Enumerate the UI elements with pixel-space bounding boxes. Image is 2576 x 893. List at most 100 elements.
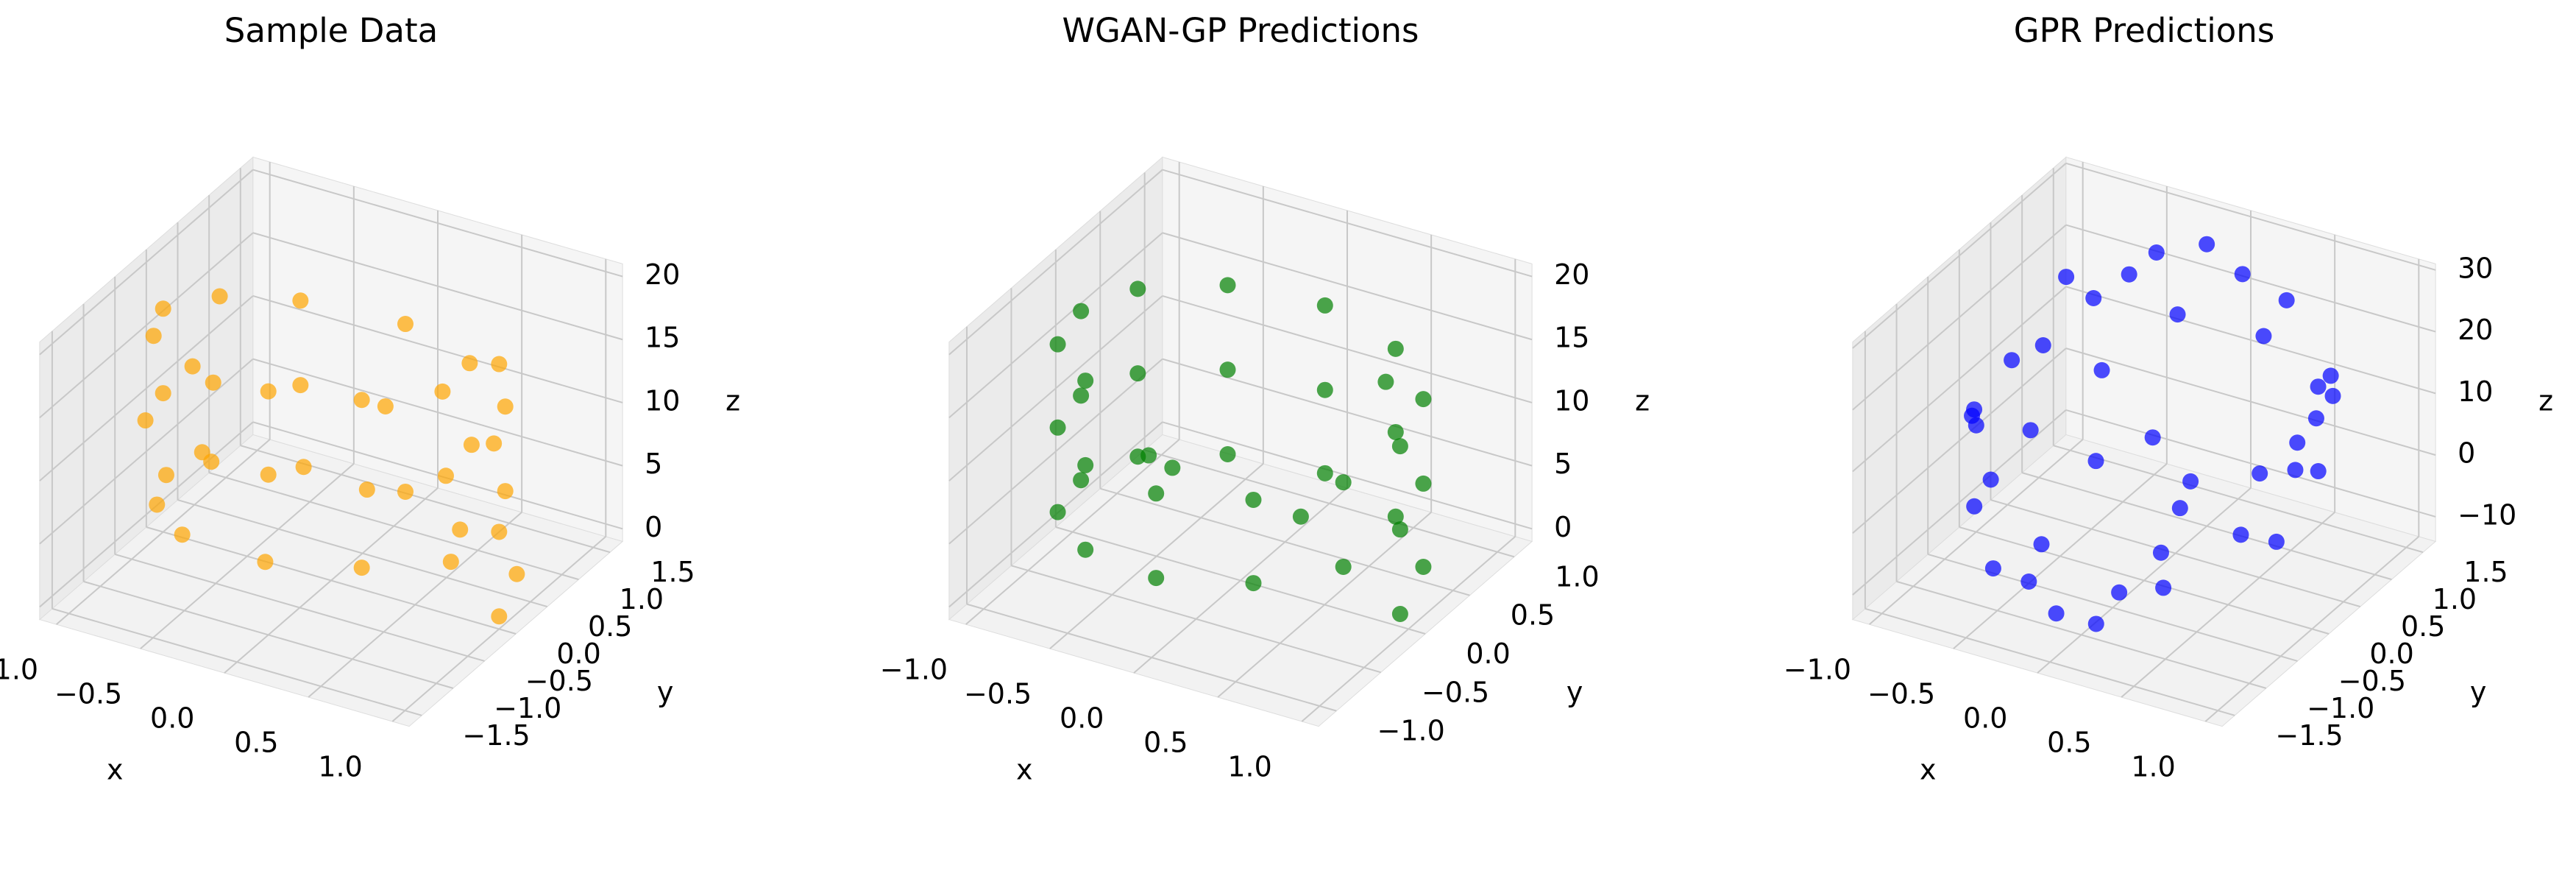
point <box>1391 521 1408 538</box>
point <box>1219 361 1236 378</box>
point <box>137 412 154 429</box>
grid-line <box>948 358 1163 545</box>
tick-label: −1.0 <box>494 692 561 724</box>
point <box>2048 605 2065 622</box>
tick-label: −1.0 <box>0 654 38 686</box>
point <box>442 554 459 571</box>
point <box>1316 381 1333 398</box>
axis-label: y <box>1566 676 1583 708</box>
tick-label: 0.0 <box>150 702 194 735</box>
point <box>2310 378 2327 395</box>
tick-label: 5 <box>1554 448 1572 480</box>
point <box>2234 266 2251 283</box>
grid-line <box>2065 347 2436 456</box>
point <box>1415 391 1432 408</box>
point <box>2111 584 2128 601</box>
point <box>1129 365 1146 382</box>
point <box>1387 340 1404 357</box>
grid-line <box>1055 526 1426 635</box>
point <box>1148 485 1165 502</box>
point <box>184 358 201 375</box>
point <box>155 300 171 317</box>
point <box>397 316 414 333</box>
tick-label: −1.5 <box>2275 719 2343 752</box>
point <box>486 435 503 452</box>
point <box>2310 463 2327 480</box>
tick-label: 0.0 <box>1963 702 2007 735</box>
point <box>1391 605 1408 622</box>
point <box>497 483 514 500</box>
grid-line <box>1990 499 2361 608</box>
point <box>377 398 394 414</box>
point <box>1316 465 1333 481</box>
point <box>205 374 221 391</box>
tick-label: 0.0 <box>1466 638 1510 670</box>
point <box>1073 303 1090 320</box>
point <box>1129 280 1146 297</box>
point <box>1387 508 1404 525</box>
point <box>1245 575 1262 592</box>
point <box>292 377 309 394</box>
chart-title: WGAN-GP Predictions <box>1062 11 1419 50</box>
point <box>1219 277 1236 294</box>
point <box>1335 474 1352 491</box>
point <box>2169 306 2186 323</box>
point <box>1164 459 1181 476</box>
tick-label: −0.5 <box>525 665 593 697</box>
point <box>1140 447 1157 464</box>
tick-label: 0.0 <box>1060 702 1104 735</box>
point <box>174 526 191 543</box>
tick-label: 20 <box>645 258 680 291</box>
point <box>2022 422 2039 439</box>
point <box>194 444 210 461</box>
point <box>2152 544 2169 561</box>
tick-label: −0.5 <box>1422 676 1489 708</box>
axis-label: x <box>1920 754 1937 786</box>
point <box>491 356 508 373</box>
tick-label: −1.0 <box>880 654 948 686</box>
point <box>2232 526 2249 543</box>
tick-label: 0.0 <box>2369 638 2413 670</box>
point <box>157 467 174 484</box>
point <box>2287 462 2304 479</box>
point <box>2324 387 2341 404</box>
point <box>1049 336 1066 353</box>
tick-label: 15 <box>1554 322 1589 354</box>
point <box>358 481 375 498</box>
axis-label: z <box>2538 384 2553 417</box>
point <box>397 483 414 500</box>
point <box>145 328 162 345</box>
tick-label: 0.5 <box>1143 726 1188 758</box>
tick-label: −1.0 <box>1377 715 1445 747</box>
point <box>2058 269 2075 286</box>
point <box>2252 465 2268 482</box>
point <box>1982 471 1999 488</box>
point <box>257 554 274 571</box>
point <box>2268 533 2285 550</box>
grid-line <box>52 607 422 716</box>
point <box>2278 292 2295 308</box>
chart-title: Sample Data <box>224 11 438 50</box>
point <box>1964 407 1981 424</box>
grid-line <box>39 232 254 419</box>
point <box>497 398 514 415</box>
point <box>260 383 277 400</box>
point <box>1077 541 1094 558</box>
axis-label: z <box>725 384 740 417</box>
point <box>149 496 166 513</box>
grid-line <box>39 421 254 608</box>
grid-line <box>1852 163 2067 349</box>
grid-line <box>208 472 579 581</box>
tick-label: 1.5 <box>2463 556 2508 588</box>
grid-line <box>252 232 623 341</box>
point <box>437 467 454 484</box>
tick-label: −1.0 <box>2307 692 2374 724</box>
point <box>1148 570 1165 587</box>
tick-label: −0.5 <box>964 678 1032 710</box>
tick-label: 1.0 <box>1227 750 1271 783</box>
point <box>1049 419 1066 436</box>
point <box>463 437 480 453</box>
tick-label: 0 <box>2458 437 2475 470</box>
point <box>1387 423 1404 440</box>
point <box>2087 615 2104 632</box>
